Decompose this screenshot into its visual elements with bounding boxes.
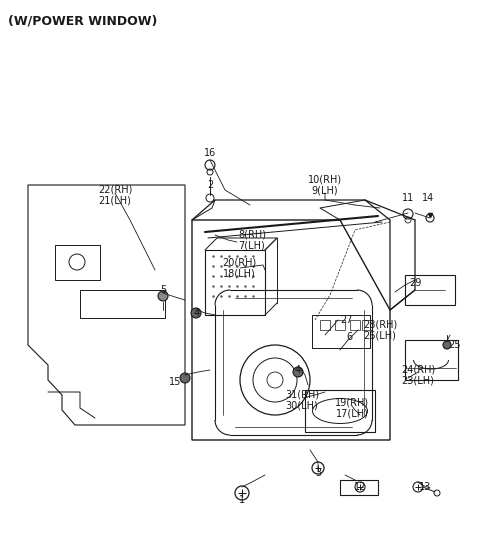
Text: 4: 4 [295, 365, 301, 375]
Text: 19(RH)
17(LH): 19(RH) 17(LH) [335, 397, 369, 419]
Circle shape [158, 291, 168, 301]
Text: 24(RH)
23(LH): 24(RH) 23(LH) [401, 364, 435, 386]
Text: 31(RH)
30(LH): 31(RH) 30(LH) [285, 389, 319, 411]
Text: 12: 12 [354, 482, 366, 492]
Text: 5: 5 [160, 285, 166, 295]
Text: 20(RH)
18(LH): 20(RH) 18(LH) [222, 257, 256, 279]
Text: 10(RH)
9(LH): 10(RH) 9(LH) [308, 174, 342, 196]
Circle shape [191, 308, 201, 318]
Text: 14: 14 [422, 193, 434, 203]
Text: 28(RH)
26(LH): 28(RH) 26(LH) [363, 319, 397, 341]
Text: 29: 29 [409, 278, 421, 288]
Text: 11: 11 [402, 193, 414, 203]
Circle shape [293, 367, 303, 377]
Text: 16: 16 [204, 148, 216, 158]
Circle shape [180, 373, 190, 383]
Text: 22(RH)
21(LH): 22(RH) 21(LH) [98, 184, 132, 206]
Text: 25: 25 [448, 340, 460, 350]
Text: 3: 3 [315, 468, 321, 478]
Circle shape [443, 341, 451, 349]
Text: 1: 1 [239, 495, 245, 505]
Text: 6: 6 [346, 332, 352, 342]
Text: 2: 2 [207, 180, 213, 190]
Text: 13: 13 [419, 482, 431, 492]
Text: 4: 4 [194, 308, 200, 318]
Text: 27: 27 [340, 315, 352, 325]
Text: 15: 15 [169, 377, 181, 387]
Text: 8(RH)
7(LH): 8(RH) 7(LH) [238, 229, 266, 251]
Text: (W/POWER WINDOW): (W/POWER WINDOW) [8, 14, 157, 27]
